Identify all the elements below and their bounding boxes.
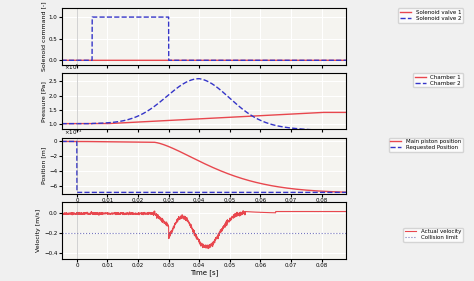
Text: $\times10^{-3}$: $\times10^{-3}$	[64, 128, 83, 137]
Legend: Actual velocity, Collision limit: Actual velocity, Collision limit	[403, 228, 463, 242]
Legend: Main piston position, Requested Position: Main piston position, Requested Position	[389, 138, 463, 152]
Y-axis label: Pressure [Pa]: Pressure [Pa]	[41, 81, 46, 122]
X-axis label: Time [s]: Time [s]	[190, 269, 218, 276]
X-axis label: Time [s]: Time [s]	[190, 205, 218, 211]
Legend: Chamber 1, Chamber 2: Chamber 1, Chamber 2	[413, 73, 463, 87]
Y-axis label: Velocity [m/s]: Velocity [m/s]	[36, 209, 41, 252]
Y-axis label: Position [m]: Position [m]	[42, 147, 46, 185]
Y-axis label: Solenoid command [-]: Solenoid command [-]	[41, 2, 46, 71]
Legend: Solenoid valve 1, Solenoid valve 2: Solenoid valve 1, Solenoid valve 2	[398, 8, 463, 23]
Text: $\times10^5$: $\times10^5$	[64, 63, 80, 72]
